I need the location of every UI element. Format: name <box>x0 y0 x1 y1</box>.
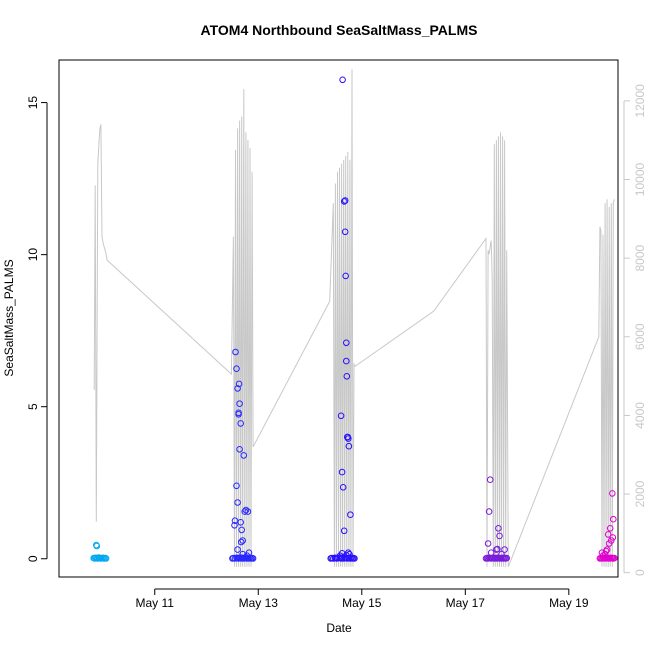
data-point <box>235 411 242 418</box>
data-point <box>336 552 344 560</box>
data-point <box>341 228 349 236</box>
data-point <box>495 525 502 532</box>
data-point <box>342 272 350 280</box>
data-point <box>237 519 244 526</box>
data-point <box>234 385 241 392</box>
x-tick-label: May 17 <box>446 596 486 610</box>
data-point <box>243 552 251 560</box>
data-point <box>347 511 354 519</box>
data-point <box>345 442 353 450</box>
data-point <box>232 348 239 356</box>
y-axis-title: SeaSaltMass_PALMS <box>2 259 16 376</box>
data-point <box>236 400 243 408</box>
data-point <box>484 540 492 547</box>
data-point <box>238 526 245 534</box>
data-point <box>501 546 508 553</box>
plot-frame <box>58 59 619 578</box>
data-point <box>346 550 353 558</box>
y-tick-label: 10 <box>26 248 40 262</box>
data-point <box>602 547 610 555</box>
data-point <box>343 339 350 347</box>
series-1 <box>90 541 110 562</box>
data-point <box>487 549 495 557</box>
data-point <box>486 476 494 484</box>
data-point <box>609 534 617 541</box>
altitude-tick-label: 10000 <box>633 163 647 197</box>
data-point <box>611 554 618 562</box>
data-point <box>604 531 612 538</box>
altitude-tick-label: 0 <box>633 569 647 576</box>
data-points-layer <box>90 76 618 562</box>
data-point <box>343 373 351 380</box>
data-point <box>235 380 243 388</box>
x-tick-label: May 13 <box>239 596 279 610</box>
data-point <box>343 357 350 365</box>
series-3 <box>327 76 358 562</box>
data-point <box>239 537 246 544</box>
data-point <box>609 490 616 497</box>
x-axis-title: Date <box>326 621 352 635</box>
data-point <box>237 420 244 427</box>
y-tick-label: 5 <box>26 403 40 410</box>
data-point <box>234 499 241 506</box>
data-point <box>343 551 350 559</box>
altitude-tick-label: 12000 <box>633 84 647 118</box>
data-point <box>102 555 110 562</box>
y-tick-label: 15 <box>26 96 40 110</box>
data-point <box>598 549 606 557</box>
data-point <box>337 412 345 420</box>
data-point <box>339 76 346 84</box>
data-point <box>498 550 505 558</box>
data-point <box>231 517 239 525</box>
data-point <box>93 542 101 550</box>
chart-title: ATOM4 Northbound SeaSaltMass_PALMS <box>201 22 478 38</box>
data-point <box>233 482 240 490</box>
data-point <box>236 446 243 453</box>
data-point <box>340 198 348 205</box>
data-point <box>239 550 246 558</box>
data-point <box>339 484 347 491</box>
data-point <box>237 538 245 546</box>
data-point <box>345 435 352 442</box>
data-point <box>242 506 250 514</box>
altitude-tick-label: 4000 <box>633 402 647 429</box>
altitude-line <box>93 69 615 567</box>
data-point <box>234 546 241 553</box>
series-4 <box>482 476 511 562</box>
x-axis: May 11 May 13 May 15 May 17 May 19 <box>136 588 589 610</box>
y-tick-label: 0 <box>26 555 40 562</box>
data-point <box>241 508 249 515</box>
altitude-tick-label: 2000 <box>633 480 647 507</box>
data-point <box>485 508 493 515</box>
series-2 <box>229 348 257 562</box>
altitude-axis: 0 2000 4000 6000 8000 10000 12000 <box>623 84 647 576</box>
data-point <box>244 508 252 515</box>
altitude-tick-label: 8000 <box>633 244 647 271</box>
data-point <box>341 197 349 204</box>
data-point <box>610 515 617 523</box>
data-point <box>233 365 240 373</box>
x-tick-label: May 11 <box>136 596 175 610</box>
data-point <box>351 555 358 562</box>
data-point <box>249 555 257 562</box>
data-point <box>231 522 238 529</box>
x-tick-label: May 15 <box>342 596 382 610</box>
data-point <box>240 452 248 459</box>
series-5 <box>596 490 618 562</box>
data-point <box>599 552 607 560</box>
data-point <box>503 554 511 562</box>
data-point <box>496 532 503 540</box>
data-point <box>605 540 613 547</box>
data-point <box>340 527 348 535</box>
data-point <box>338 468 346 476</box>
x-tick-label: May 19 <box>549 596 589 610</box>
altitude-tick-label: 6000 <box>633 323 647 350</box>
altitude-line-layer <box>93 69 615 567</box>
data-point <box>494 545 501 553</box>
y-axis: 0 5 10 15 <box>26 96 48 562</box>
data-point <box>606 525 614 532</box>
